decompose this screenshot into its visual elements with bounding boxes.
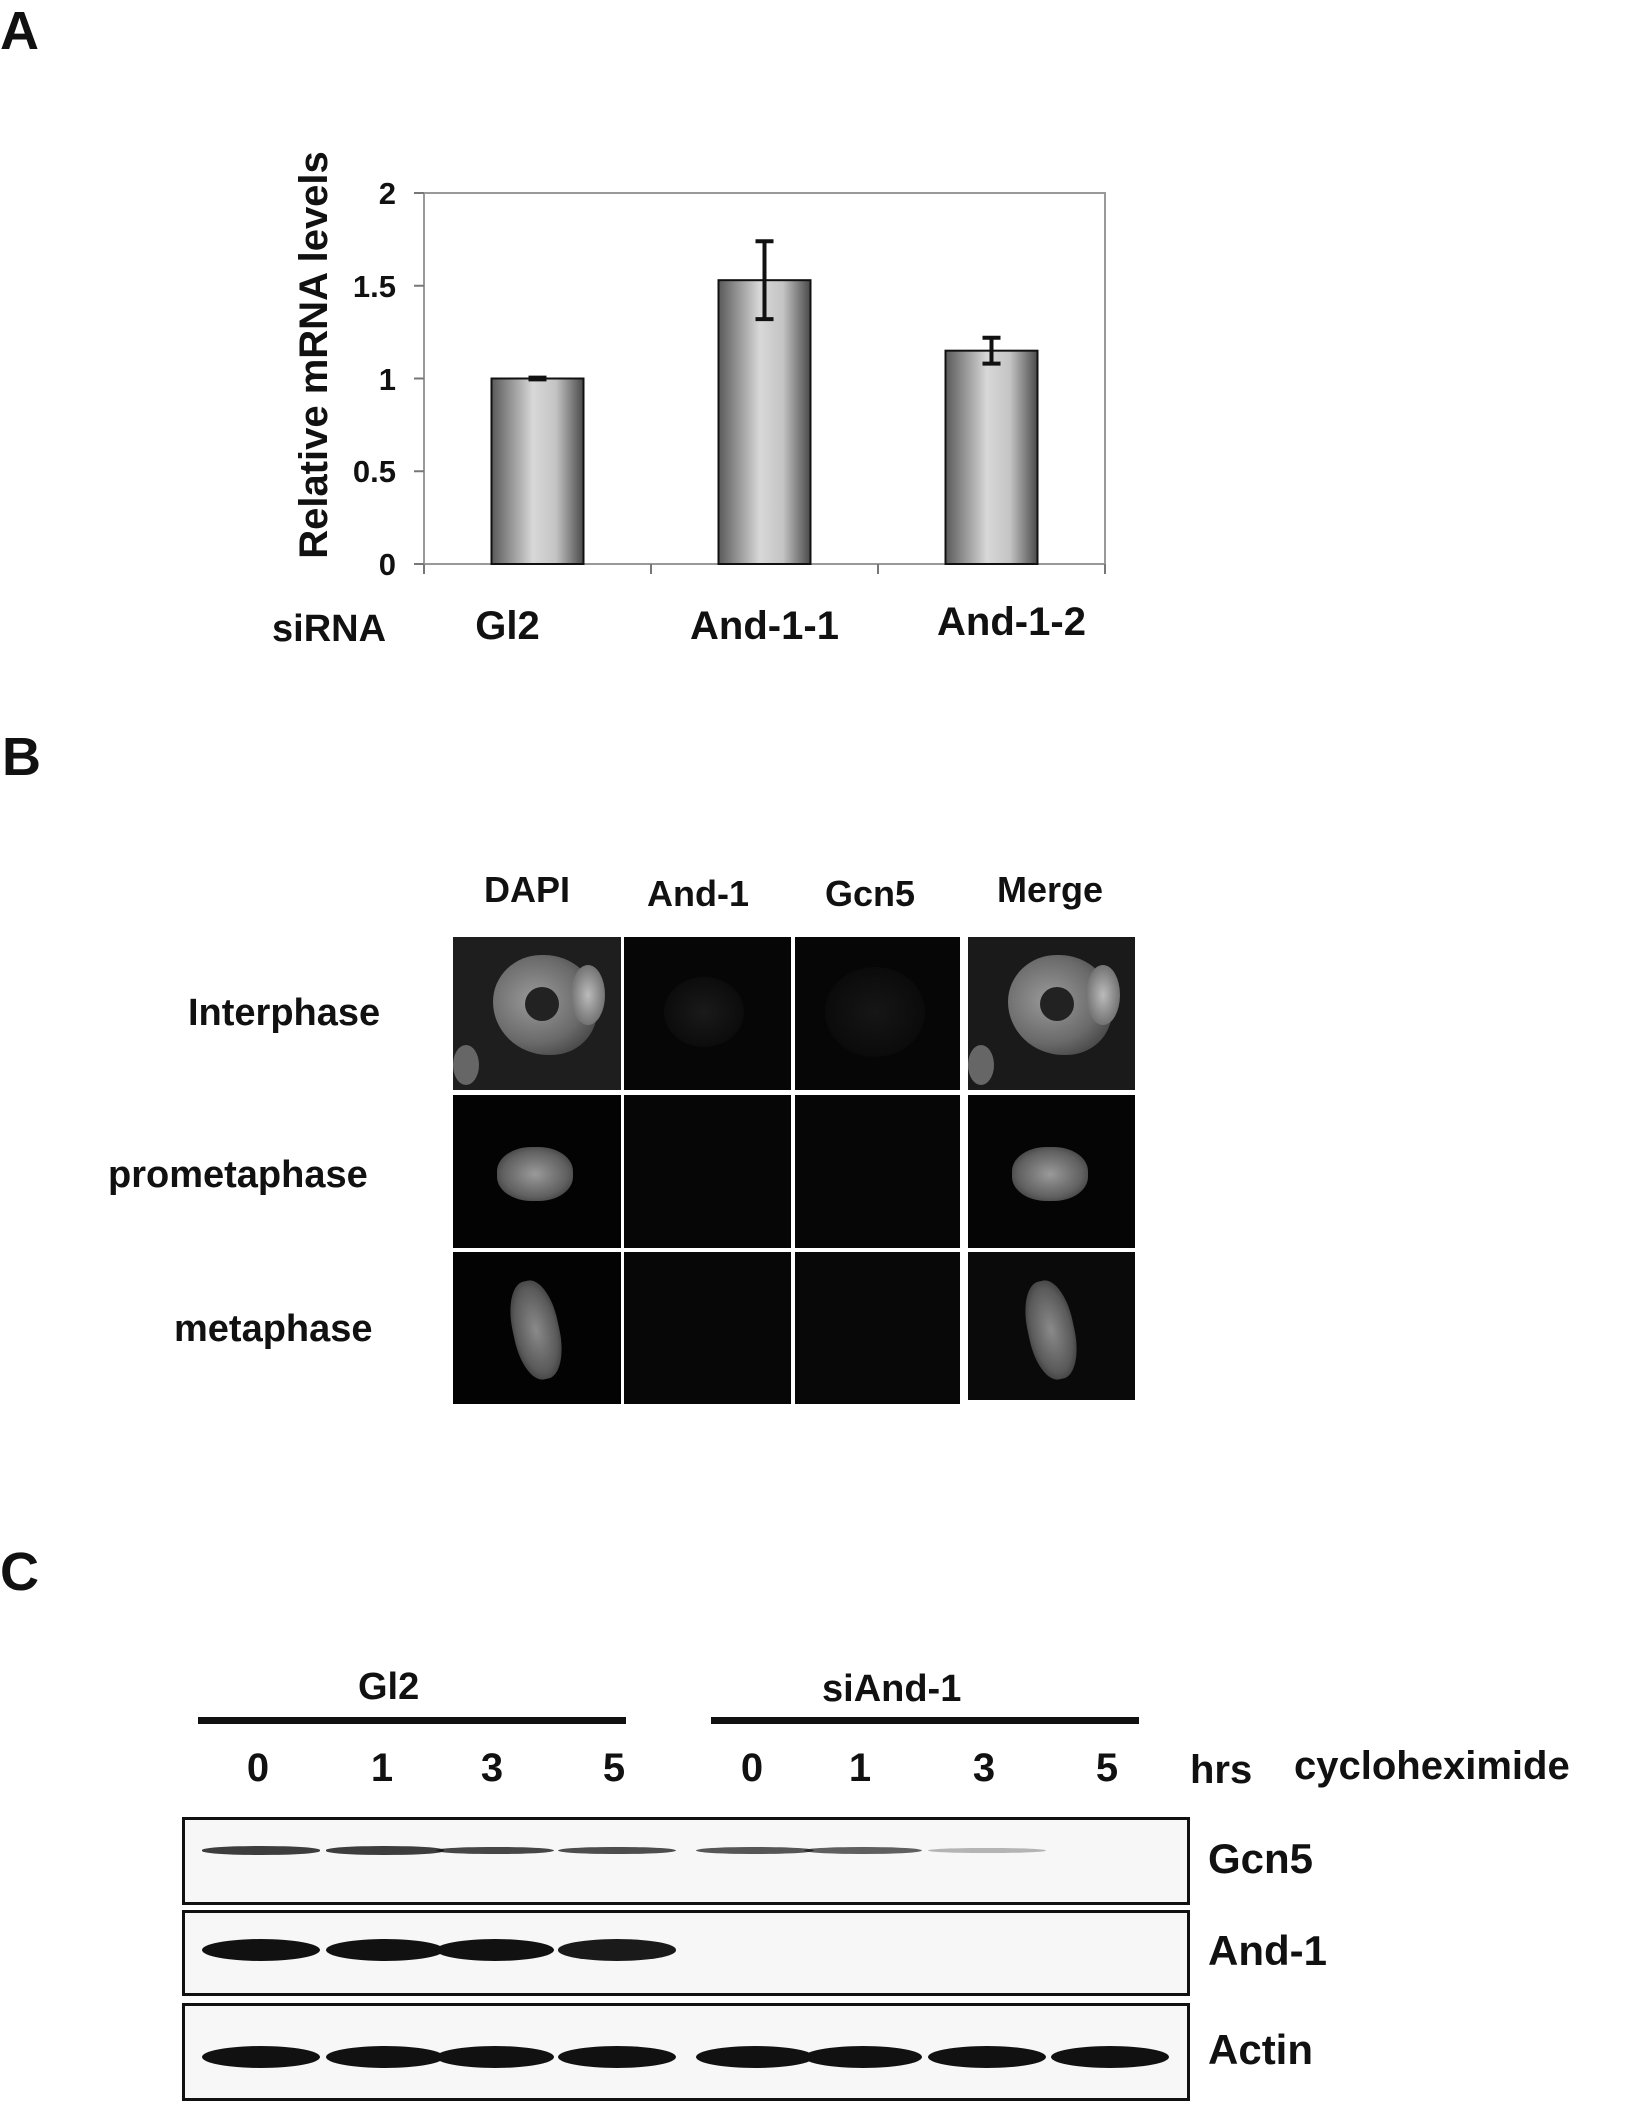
col-header-merge: Merge [996, 869, 1104, 910]
blot-label-actin: Actin [1208, 2026, 1313, 2073]
row-label-prometaphase: prometaphase [108, 1154, 368, 1196]
group-bar-siand1 [711, 1717, 1139, 1724]
blot-label-gcn5: Gcn5 [1208, 1835, 1314, 1882]
group-label-gl2: Gl2 [358, 1666, 420, 1708]
error-bar [528, 375, 547, 382]
blot-band [558, 2046, 676, 2068]
blot-band [558, 1846, 676, 1855]
bar [717, 279, 812, 565]
blot-band [436, 1846, 554, 1855]
time-label: 3 [480, 1746, 504, 1790]
group-bar-gl2 [198, 1717, 626, 1724]
micrograph-metaphase-gcn5 [795, 1252, 960, 1404]
time-label: 1 [848, 1746, 872, 1790]
time-label: 5 [1095, 1746, 1119, 1790]
blot-band [202, 1939, 320, 1961]
blot-band [436, 1939, 554, 1961]
panel-label-a: A [0, 1, 39, 61]
blot-band [804, 2046, 922, 2068]
x-axis-title: siRNA [272, 608, 387, 650]
row-label-interphase: Interphase [188, 992, 381, 1034]
blot-band [1051, 2046, 1169, 2068]
panel-label-b: B [2, 727, 41, 787]
error-bar [982, 335, 1001, 366]
y-tick-label: 0 [378, 547, 396, 582]
blot-label-and-1: And-1 [1208, 1927, 1327, 1974]
micrograph-interphase-merge [968, 937, 1135, 1090]
time-unit-label: hrs [1190, 1748, 1253, 1792]
treatment-label: cycloheximide [1294, 1744, 1570, 1788]
blot-band [326, 1846, 444, 1855]
micrograph-metaphase-dapi [453, 1252, 621, 1404]
blot-band [696, 2046, 814, 2068]
y-tick-label: 1 [378, 361, 396, 397]
blot-band [326, 1939, 444, 1961]
micrograph-interphase-and1 [624, 937, 791, 1090]
micrograph-prometaphase-and1 [624, 1095, 791, 1248]
panel-label-c: C [0, 1542, 39, 1602]
micrograph-prometaphase-merge [968, 1095, 1135, 1248]
y-tick-label: 2 [378, 176, 396, 211]
blot-band [202, 1846, 320, 1855]
micrograph-metaphase-and1 [624, 1252, 791, 1404]
micrograph-prometaphase-gcn5 [795, 1095, 960, 1248]
micrograph-interphase-gcn5 [795, 937, 960, 1090]
col-header-gcn5: Gcn5 [824, 873, 916, 914]
bars [490, 279, 1039, 565]
micrograph-prometaphase-dapi [453, 1095, 621, 1248]
blot-band [558, 1939, 676, 1961]
group-label-siand1: siAnd-1 [822, 1668, 962, 1710]
y-tick-label: 0.5 [352, 454, 396, 490]
col-header-dapi: DAPI [483, 869, 570, 910]
micrograph-metaphase-merge [968, 1252, 1135, 1400]
bar [490, 377, 585, 565]
blot-band [696, 1846, 814, 1855]
blot-band [202, 2046, 320, 2068]
blot-band [326, 2046, 444, 2068]
blot-band [436, 2046, 554, 2068]
blot-gcn5 [182, 1817, 1190, 1905]
time-label: 3 [972, 1746, 996, 1790]
bar-chart [414, 192, 1106, 574]
error-bar [755, 239, 774, 322]
y-tick-label: 1.5 [352, 268, 396, 304]
error-bars [528, 239, 1001, 382]
blot-band [928, 1847, 1046, 1854]
blot-actin [182, 2003, 1190, 2101]
x-tick-label: And-1-2 [937, 600, 1086, 644]
time-label: 0 [740, 1746, 764, 1790]
x-tick-label: And-1-1 [690, 604, 839, 648]
time-label: 5 [602, 1746, 626, 1790]
blot-band [804, 1846, 922, 1855]
blot-band [928, 2046, 1046, 2068]
y-ticks [414, 192, 424, 565]
time-label: 0 [246, 1746, 270, 1790]
blot-and-1 [182, 1910, 1190, 1996]
bar [944, 349, 1039, 565]
row-label-metaphase: metaphase [174, 1308, 373, 1350]
x-tick-label: Gl2 [475, 604, 540, 648]
time-label: 1 [370, 1746, 394, 1790]
micrograph-interphase-dapi [453, 937, 621, 1090]
x-ticks [423, 564, 1106, 574]
col-header-and1: And-1 [647, 873, 749, 914]
